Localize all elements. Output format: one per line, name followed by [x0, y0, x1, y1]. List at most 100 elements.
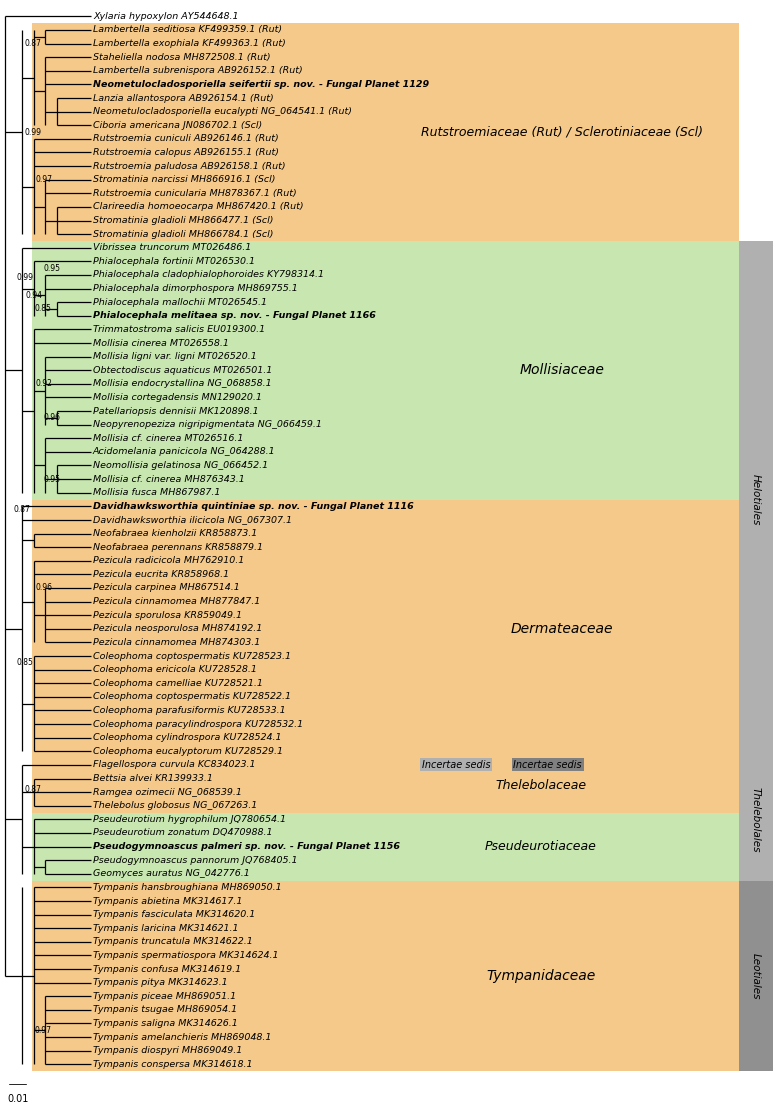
- Text: Acidomelania panicicola NG_064288.1: Acidomelania panicicola NG_064288.1: [93, 448, 275, 456]
- Text: Pseudogymnoascus palmeri sp. nov. - Fungal Planet 1156: Pseudogymnoascus palmeri sp. nov. - Fung…: [93, 842, 400, 851]
- Text: Thelebolaceae: Thelebolaceae: [495, 779, 587, 792]
- Text: 0.95: 0.95: [43, 475, 61, 484]
- Text: Pezicula eucrita KR858968.1: Pezicula eucrita KR858968.1: [93, 570, 229, 579]
- Text: Patellariopsis dennisii MK120898.1: Patellariopsis dennisii MK120898.1: [93, 407, 258, 415]
- Text: Thelebolales: Thelebolales: [751, 787, 761, 852]
- Bar: [32, 499, 739, 758]
- Text: 0.87: 0.87: [24, 785, 41, 793]
- Text: Mollisia fusca MH867987.1: Mollisia fusca MH867987.1: [93, 488, 220, 497]
- Text: 0.97: 0.97: [34, 1025, 51, 1034]
- Text: 0.97: 0.97: [36, 176, 53, 185]
- Text: Coleophoma ericicola KU728528.1: Coleophoma ericicola KU728528.1: [93, 665, 257, 674]
- Text: Tympanis truncatula MK314622.1: Tympanis truncatula MK314622.1: [93, 937, 253, 946]
- Text: Rutstroemia calopus AB926155.1 (Rut): Rutstroemia calopus AB926155.1 (Rut): [93, 148, 279, 157]
- Text: Mollisia cinerea MT026558.1: Mollisia cinerea MT026558.1: [93, 338, 229, 347]
- Bar: [32, 881, 739, 1071]
- Text: Staheliella nodosa MH872508.1 (Rut): Staheliella nodosa MH872508.1 (Rut): [93, 53, 271, 62]
- Text: Pezicula carpinea MH867514.1: Pezicula carpinea MH867514.1: [93, 583, 240, 592]
- Bar: [32, 23, 739, 241]
- Text: Leotiales: Leotiales: [751, 953, 761, 999]
- Text: Pseudeurotium hygrophilum JQ780654.1: Pseudeurotium hygrophilum JQ780654.1: [93, 814, 286, 824]
- Bar: [32, 241, 739, 499]
- Text: 0.95: 0.95: [43, 264, 61, 273]
- Text: Tympanis amelanchieris MH869048.1: Tympanis amelanchieris MH869048.1: [93, 1032, 272, 1042]
- Text: Tympanis confusa MK314619.1: Tympanis confusa MK314619.1: [93, 965, 241, 974]
- Text: Lanzia allantospora AB926154.1 (Rut): Lanzia allantospora AB926154.1 (Rut): [93, 94, 274, 103]
- Text: Mollisia endocrystallina NG_068858.1: Mollisia endocrystallina NG_068858.1: [93, 379, 272, 388]
- Text: Ramgea ozimecii NG_068539.1: Ramgea ozimecii NG_068539.1: [93, 788, 242, 797]
- Text: Mollisia cortegadensis MN129020.1: Mollisia cortegadensis MN129020.1: [93, 393, 262, 402]
- Text: Rutstroemia paludosa AB926158.1 (Rut): Rutstroemia paludosa AB926158.1 (Rut): [93, 161, 286, 170]
- Text: Ciboria americana JN086702.1 (Scl): Ciboria americana JN086702.1 (Scl): [93, 120, 262, 129]
- Text: Pezicula cinnamomea MH877847.1: Pezicula cinnamomea MH877847.1: [93, 597, 260, 607]
- Text: Tympanis diospyri MH869049.1: Tympanis diospyri MH869049.1: [93, 1046, 242, 1055]
- Text: Phialocephala dimorphospora MH869755.1: Phialocephala dimorphospora MH869755.1: [93, 284, 298, 293]
- Text: Dermateaceae: Dermateaceae: [511, 622, 613, 635]
- Text: Phialocephala cladophialophoroides KY798314.1: Phialocephala cladophialophoroides KY798…: [93, 271, 324, 280]
- Text: 0.87: 0.87: [24, 39, 41, 49]
- Text: 0.85: 0.85: [17, 659, 33, 667]
- Text: Thelebolus globosus NG_067263.1: Thelebolus globosus NG_067263.1: [93, 801, 257, 810]
- Text: Rutstroemia cuniculi AB926146.1 (Rut): Rutstroemia cuniculi AB926146.1 (Rut): [93, 135, 279, 144]
- Text: Lambertella seditiosa KF499359.1 (Rut): Lambertella seditiosa KF499359.1 (Rut): [93, 25, 282, 34]
- Text: Geomyces auratus NG_042776.1: Geomyces auratus NG_042776.1: [93, 870, 250, 878]
- Text: Davidhawksworthia quintiniae sp. nov. - Fungal Planet 1116: Davidhawksworthia quintiniae sp. nov. - …: [93, 502, 414, 511]
- Text: Coleophoma eucalyptorum KU728529.1: Coleophoma eucalyptorum KU728529.1: [93, 747, 283, 756]
- Text: Tympanis pitya MK314623.1: Tympanis pitya MK314623.1: [93, 978, 227, 987]
- Text: Incertae sedis: Incertae sedis: [421, 760, 490, 770]
- Text: 0.99: 0.99: [16, 273, 33, 282]
- Text: Mollisia cf. cinerea MT026516.1: Mollisia cf. cinerea MT026516.1: [93, 434, 244, 443]
- Bar: [32, 758, 739, 812]
- Text: Phialocephala fortinii MT026530.1: Phialocephala fortinii MT026530.1: [93, 256, 255, 266]
- Text: Mollisia ligni var. ligni MT026520.1: Mollisia ligni var. ligni MT026520.1: [93, 352, 257, 361]
- Text: Obtectodiscus aquaticus MT026501.1: Obtectodiscus aquaticus MT026501.1: [93, 366, 272, 375]
- Text: 0.99: 0.99: [24, 127, 41, 137]
- Bar: [739, 881, 773, 1071]
- Text: Tympanis tsugae MH869054.1: Tympanis tsugae MH869054.1: [93, 1006, 237, 1014]
- Text: 0.94: 0.94: [26, 291, 43, 299]
- Text: Mollisia cf. cinerea MH876343.1: Mollisia cf. cinerea MH876343.1: [93, 475, 244, 484]
- Text: Coleophoma cylindrospora KU728524.1: Coleophoma cylindrospora KU728524.1: [93, 734, 282, 743]
- Text: Pezicula neosporulosa MH874192.1: Pezicula neosporulosa MH874192.1: [93, 624, 262, 633]
- Text: Neomollisia gelatinosa NG_066452.1: Neomollisia gelatinosa NG_066452.1: [93, 461, 268, 470]
- Text: 0.01: 0.01: [8, 1094, 29, 1104]
- Text: Flagellospora curvula KC834023.1: Flagellospora curvula KC834023.1: [93, 760, 255, 769]
- Text: Tympanis fasciculata MK314620.1: Tympanis fasciculata MK314620.1: [93, 911, 255, 919]
- Text: Trimmatostroma salicis EU019300.1: Trimmatostroma salicis EU019300.1: [93, 325, 265, 334]
- Text: Coleophoma parafusiformis KU728533.1: Coleophoma parafusiformis KU728533.1: [93, 706, 286, 715]
- Text: Helotiales: Helotiales: [751, 474, 761, 525]
- Text: Stromatinia gladioli MH866477.1 (Scl): Stromatinia gladioli MH866477.1 (Scl): [93, 217, 273, 225]
- Text: 0.96: 0.96: [43, 413, 61, 422]
- Text: Vibrissea truncorum MT026486.1: Vibrissea truncorum MT026486.1: [93, 243, 251, 252]
- Bar: [32, 812, 739, 881]
- Text: Tympanis laricina MK314621.1: Tympanis laricina MK314621.1: [93, 924, 238, 933]
- Text: Coleophoma coptospermatis KU728523.1: Coleophoma coptospermatis KU728523.1: [93, 652, 291, 661]
- Text: Bettsia alvei KR139933.1: Bettsia alvei KR139933.1: [93, 774, 213, 783]
- Text: Lambertella exophiala KF499363.1 (Rut): Lambertella exophiala KF499363.1 (Rut): [93, 39, 286, 49]
- Text: Coleophoma camelliae KU728521.1: Coleophoma camelliae KU728521.1: [93, 678, 263, 687]
- Text: Phialocephala melitaea sp. nov. - Fungal Planet 1166: Phialocephala melitaea sp. nov. - Fungal…: [93, 312, 376, 320]
- Text: Pseudeurotiaceae: Pseudeurotiaceae: [485, 840, 597, 853]
- Text: Pezicula radicicola MH762910.1: Pezicula radicicola MH762910.1: [93, 556, 244, 566]
- Text: Tympanidaceae: Tympanidaceae: [486, 969, 595, 982]
- Text: Rutstroemiaceae (Rut) / Sclerotiniaceae (Scl): Rutstroemiaceae (Rut) / Sclerotiniaceae …: [421, 126, 703, 138]
- Text: Mollisiaceae: Mollisiaceae: [519, 364, 605, 377]
- Bar: [739, 241, 773, 758]
- Text: Neofabraea kienholzii KR858873.1: Neofabraea kienholzii KR858873.1: [93, 529, 257, 538]
- Text: Pezicula sporulosa KR859049.1: Pezicula sporulosa KR859049.1: [93, 611, 242, 620]
- Text: Neopyrenopeziza nigripigmentata NG_066459.1: Neopyrenopeziza nigripigmentata NG_06645…: [93, 420, 322, 429]
- Text: Tympanis spermatiospora MK314624.1: Tympanis spermatiospora MK314624.1: [93, 951, 279, 960]
- Text: 0.96: 0.96: [36, 583, 53, 592]
- Text: Davidhawksworthia ilicicola NG_067307.1: Davidhawksworthia ilicicola NG_067307.1: [93, 515, 292, 525]
- Bar: [739, 758, 773, 881]
- Text: 0.85: 0.85: [34, 305, 51, 314]
- Text: Clarireedia homoeocarpa MH867420.1 (Rut): Clarireedia homoeocarpa MH867420.1 (Rut): [93, 202, 303, 211]
- Text: Pezicula cinnamomea MH874303.1: Pezicula cinnamomea MH874303.1: [93, 638, 260, 646]
- Text: Pseudogymnoascus pannorum JQ768405.1: Pseudogymnoascus pannorum JQ768405.1: [93, 855, 297, 865]
- Text: Tympanis piceae MH869051.1: Tympanis piceae MH869051.1: [93, 992, 236, 1001]
- Text: Tympanis hansbroughiana MH869050.1: Tympanis hansbroughiana MH869050.1: [93, 883, 282, 892]
- Text: Lambertella subrenispora AB926152.1 (Rut): Lambertella subrenispora AB926152.1 (Rut…: [93, 66, 303, 75]
- Text: Coleophoma paracylindrospora KU728532.1: Coleophoma paracylindrospora KU728532.1: [93, 719, 303, 728]
- Text: Pseudeurotium zonatum DQ470988.1: Pseudeurotium zonatum DQ470988.1: [93, 829, 272, 838]
- Text: 0.92: 0.92: [36, 379, 53, 388]
